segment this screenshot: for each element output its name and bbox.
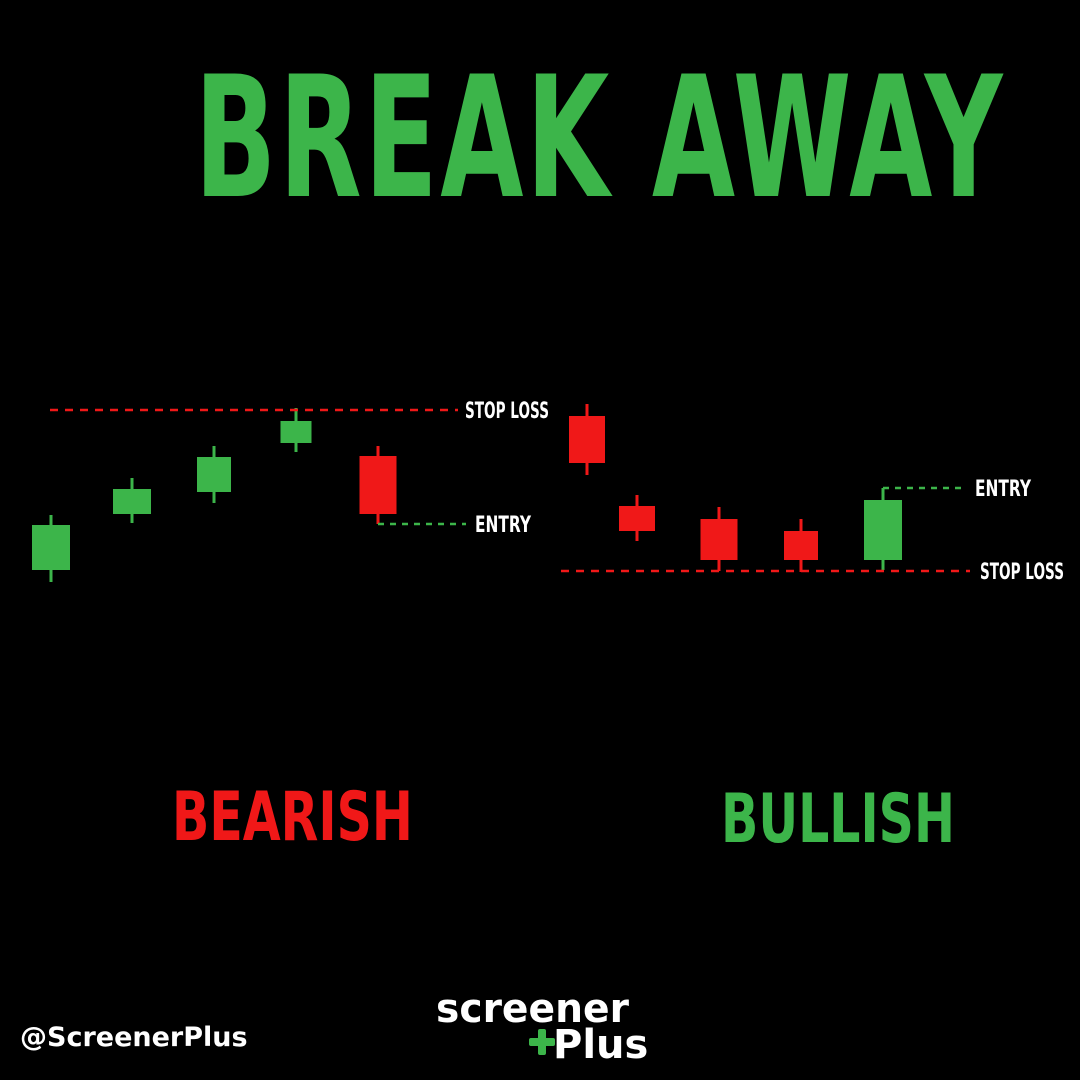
bullish-candle <box>864 500 902 560</box>
bearish-label: BEARISH <box>172 778 413 857</box>
bearish-candle <box>359 456 397 514</box>
logo-wordmark-top: screener <box>436 986 629 1032</box>
bullish-candle <box>197 457 231 492</box>
stop-loss-label: STOP LOSS <box>980 560 1064 585</box>
bullish-candle <box>280 421 312 443</box>
bullish-pattern: STOP LOSS ENTRY <box>561 404 1064 585</box>
bullish-label: BULLISH <box>721 780 955 859</box>
stop-loss-label: STOP LOSS <box>465 399 549 424</box>
page-title: BREAK AWAY <box>194 40 1006 236</box>
bearish-pattern: STOP LOSS ENTRY <box>32 399 549 582</box>
plus-icon <box>529 1029 555 1055</box>
bullish-candle <box>32 525 70 570</box>
entry-label: ENTRY <box>975 477 1032 502</box>
screenerplus-logo: screener Plus <box>436 984 656 1074</box>
bearish-candle <box>619 506 655 531</box>
bearish-candle <box>784 531 818 560</box>
logo-wordmark-bottom: Plus <box>553 1022 649 1068</box>
entry-label: ENTRY <box>475 513 532 538</box>
social-handle: @ScreenerPlus <box>20 1022 248 1053</box>
bullish-candle <box>113 489 151 514</box>
bearish-candle <box>569 416 605 463</box>
bearish-candle <box>700 519 738 560</box>
